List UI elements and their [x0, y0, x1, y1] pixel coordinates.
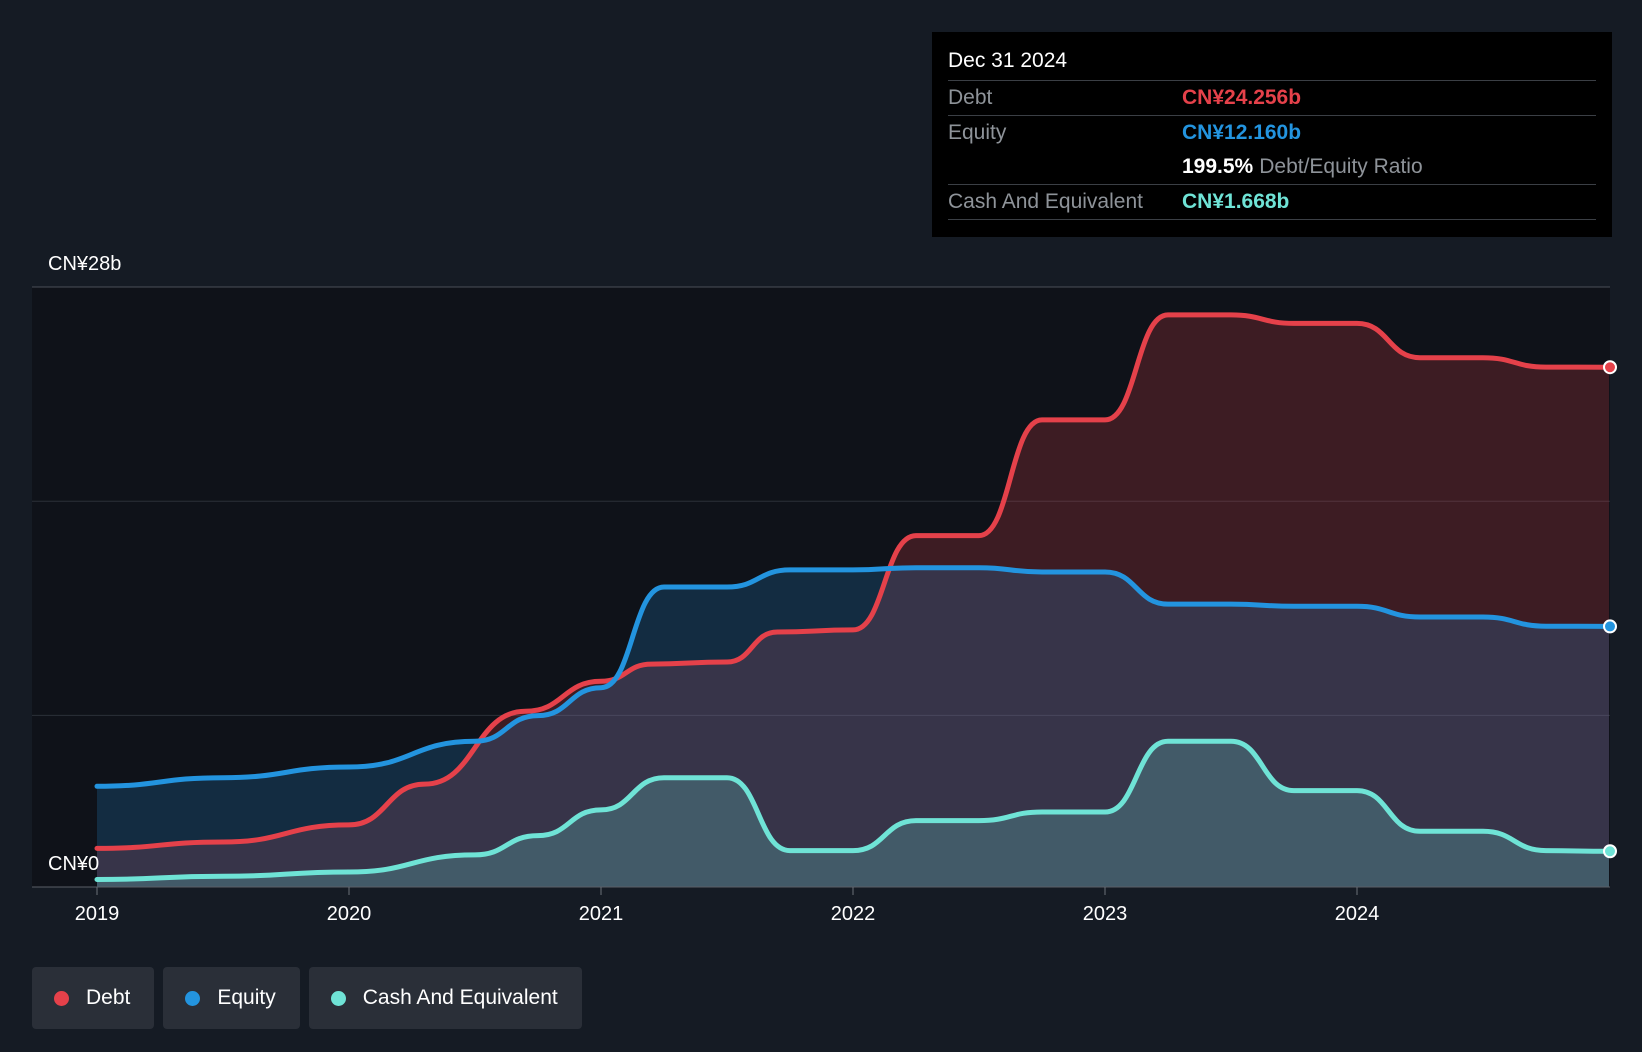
- legend-dot-cash: [330, 990, 346, 1006]
- endpoint-equity: [1603, 619, 1617, 634]
- series-endpoints: [1603, 360, 1617, 859]
- tooltip-panel: Dec 31 2024 Debt CN¥24.256b Equity CN¥12…: [932, 32, 1612, 237]
- tooltip-debt-label: Debt: [948, 86, 993, 109]
- tooltip-ratio-value: 199.5%: [1182, 155, 1254, 178]
- y-label-max: CN¥28b: [48, 253, 121, 275]
- tooltip-row-ratio: 199.5% Debt/Equity Ratio: [948, 150, 1596, 185]
- tooltip-row-equity: Equity CN¥12.160b: [948, 116, 1596, 150]
- x-tick-label: 2022: [831, 903, 876, 925]
- x-tick-label: 2023: [1083, 903, 1128, 925]
- line-debt: [94, 312, 1612, 851]
- tooltip-cash-value: CN¥1.668b: [1182, 190, 1290, 213]
- series-lines: [94, 312, 1612, 882]
- x-tick-label: 2021: [579, 903, 624, 925]
- tooltip-ratio-label: Debt/Equity Ratio: [1259, 155, 1423, 178]
- line-equity: [94, 565, 1612, 789]
- plot-background: [32, 287, 1610, 887]
- legend-item-equity[interactable]: Equity: [163, 967, 300, 1029]
- area-cash: [97, 741, 1609, 887]
- x-tick-label: 2020: [327, 903, 372, 925]
- legend-item-debt[interactable]: Debt: [32, 967, 155, 1029]
- gridlines: [32, 286, 1610, 716]
- area-debt: [97, 314, 1609, 887]
- legend-label-debt: Debt: [86, 986, 131, 1009]
- tooltip-row-debt: Debt CN¥24.256b: [948, 81, 1596, 116]
- tooltip-equity-value: CN¥12.160b: [1182, 121, 1302, 144]
- endpoint-debt: [1603, 360, 1617, 375]
- line-cash: [94, 738, 1612, 882]
- x-tick-label: 2019: [75, 903, 120, 925]
- tooltip-date: Dec 31 2024: [948, 46, 1596, 81]
- endpoint-cash: [1603, 844, 1617, 859]
- tooltip-equity-label: Equity: [948, 121, 1007, 144]
- series-areas: [97, 314, 1609, 887]
- legend-label-equity: Equity: [217, 986, 276, 1009]
- tooltip-ratio-spacer: [948, 150, 1182, 184]
- x-tick-label: 2024: [1335, 903, 1380, 925]
- tooltip-ratio: 199.5% Debt/Equity Ratio: [1182, 150, 1423, 184]
- tooltip-debt-value: CN¥24.256b: [1182, 86, 1302, 109]
- y-label-min: CN¥0: [48, 853, 99, 875]
- tooltip-row-cash: Cash And Equivalent CN¥1.668b: [948, 185, 1596, 220]
- area-equity: [97, 567, 1609, 887]
- x-axis-ticks: 2019 2020 2021 2022 2023 2024: [75, 887, 1380, 925]
- legend-dot-equity: [185, 990, 201, 1006]
- legend-dot-debt: [54, 990, 69, 1006]
- legend-label-cash: Cash And Equivalent: [362, 986, 558, 1009]
- tooltip-cash-label: Cash And Equivalent: [948, 190, 1143, 213]
- legend-item-cash[interactable]: Cash And Equivalent: [308, 967, 582, 1029]
- legend: Debt Equity Cash And Equivalent: [32, 967, 582, 1029]
